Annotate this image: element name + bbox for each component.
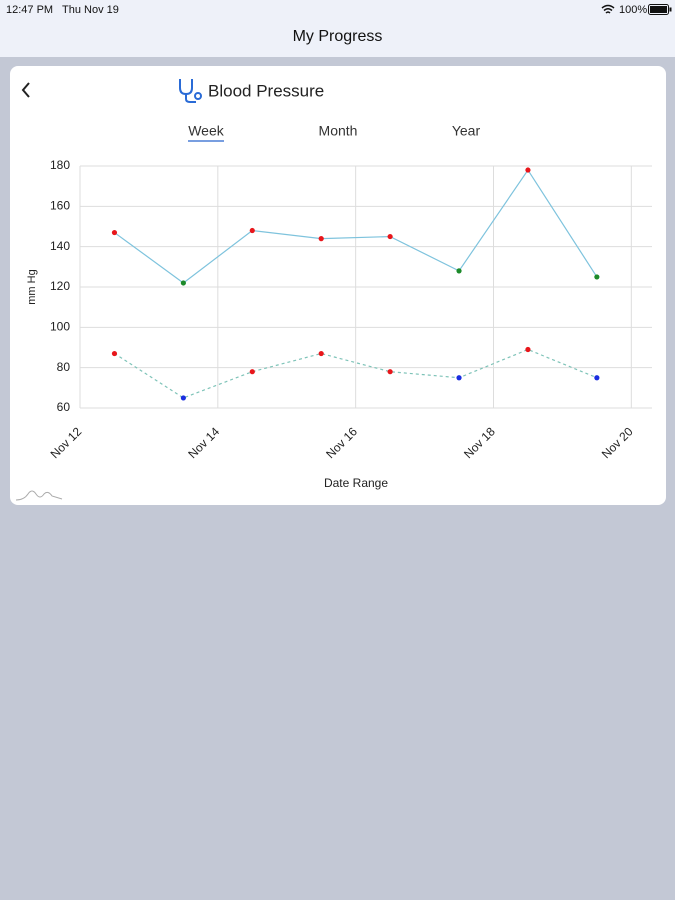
time: 12:47 PM [6, 4, 54, 16]
data-point [525, 346, 531, 353]
data-point [456, 375, 462, 381]
y-tick-label: 160 [50, 199, 70, 213]
data-point [318, 350, 324, 357]
x-tick-label: Nov 16 [323, 424, 360, 461]
y-tick-label: 60 [57, 400, 71, 414]
data-point [594, 274, 600, 280]
y-tick-label: 120 [50, 279, 70, 293]
page-title: My Progress [292, 28, 383, 45]
y-tick-label: 180 [50, 158, 70, 172]
card-title: Blood Pressure [208, 81, 324, 100]
data-point [180, 280, 186, 286]
series-line [114, 168, 598, 284]
battery-level: 100% [619, 4, 648, 16]
data-point [249, 227, 255, 234]
battery-icon [648, 4, 672, 15]
status-bar: 12:47 PM Thu Nov 19 100% [0, 0, 675, 20]
data-point [456, 268, 462, 274]
y-tick-label: 140 [50, 239, 70, 253]
nav-bar: My Progress [0, 20, 675, 57]
wifi-icon [601, 4, 615, 14]
y-tick-label: 80 [57, 360, 71, 374]
data-point [387, 369, 393, 375]
card: Blood Pressure Week Month Year 60 80 100 120 1… [10, 66, 666, 505]
x-axis-label: Date Range [324, 476, 388, 490]
x-tick-label: Nov 12 [48, 424, 85, 461]
date: Thu Nov 19 [62, 4, 119, 16]
data-point [111, 229, 118, 236]
back-button[interactable] [21, 82, 30, 98]
x-tick-label: Nov 18 [461, 424, 498, 461]
data-point [594, 375, 600, 381]
y-tick-label: 100 [50, 320, 70, 334]
data-point [111, 350, 118, 357]
data-point [525, 167, 531, 173]
tab[interactable]: Year [452, 123, 481, 139]
wave-icon [15, 490, 63, 501]
card-canvas: Blood Pressure Week Month Year 60 80 100 120 1… [15, 79, 652, 501]
x-tick-label: Nov 20 [599, 424, 636, 461]
data-point [318, 236, 324, 242]
data-point [249, 369, 255, 375]
tab[interactable]: Month [319, 123, 358, 139]
x-tick-label: Nov 14 [185, 424, 222, 461]
data-point [180, 395, 186, 401]
stethoscope-icon [179, 79, 202, 103]
y-axis-label: mm Hg [26, 269, 38, 304]
tab[interactable]: Week [188, 123, 225, 139]
data-point [387, 233, 393, 240]
